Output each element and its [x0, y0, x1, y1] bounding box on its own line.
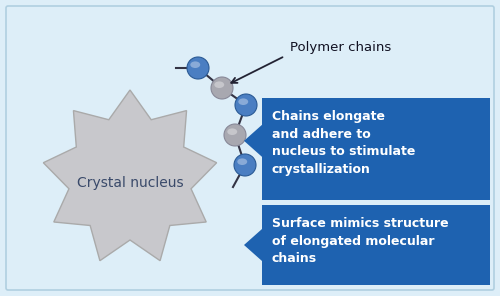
Text: Crystal nucleus: Crystal nucleus [76, 176, 184, 190]
Ellipse shape [235, 94, 257, 116]
Ellipse shape [187, 57, 209, 79]
FancyBboxPatch shape [262, 205, 490, 285]
Polygon shape [244, 125, 262, 157]
Ellipse shape [238, 158, 247, 165]
Ellipse shape [238, 98, 248, 105]
Ellipse shape [234, 154, 256, 176]
FancyBboxPatch shape [6, 6, 494, 290]
Ellipse shape [214, 81, 224, 88]
Ellipse shape [211, 77, 233, 99]
Ellipse shape [224, 124, 246, 146]
Ellipse shape [190, 61, 200, 68]
Text: Chains elongate
and adhere to
nucleus to stimulate
crystallization: Chains elongate and adhere to nucleus to… [272, 110, 416, 176]
Ellipse shape [228, 128, 237, 135]
Polygon shape [244, 229, 262, 261]
Polygon shape [44, 90, 216, 261]
Text: Polymer chains: Polymer chains [290, 41, 391, 54]
FancyBboxPatch shape [262, 98, 490, 200]
Text: Surface mimics structure
of elongated molecular
chains: Surface mimics structure of elongated mo… [272, 217, 448, 265]
